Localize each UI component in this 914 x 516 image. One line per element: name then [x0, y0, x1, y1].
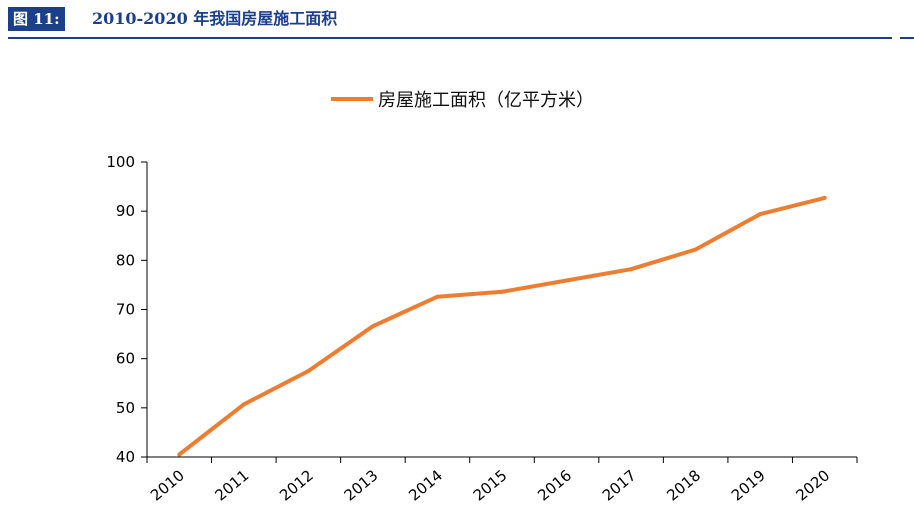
data-point: [822, 195, 827, 200]
y-tick-label: 80: [116, 251, 135, 269]
data-point: [177, 452, 182, 457]
data-point: [693, 247, 698, 252]
x-tick-label: 2010: [147, 466, 188, 504]
y-tick-label: 50: [116, 399, 135, 417]
data-point: [500, 289, 504, 294]
plot-area: [177, 195, 827, 457]
x-tick-label: 2015: [470, 466, 511, 504]
x-tick-label: 2014: [405, 466, 446, 504]
y-tick-label: 40: [116, 448, 135, 466]
x-tick-label: 2017: [599, 466, 640, 504]
x-axis: 2010 2011 2012 2013 2014 2015 2016 2017 2018 2019…: [146, 456, 858, 505]
data-point: [241, 402, 246, 407]
x-tick-label: 2013: [341, 466, 382, 504]
y-tick-label: 70: [116, 301, 135, 319]
figure-header: 图 11: 2010-2020 年我国房屋施工面积: [8, 7, 914, 39]
x-tick-label: 2012: [276, 466, 317, 504]
x-tick-label: 2018: [663, 466, 704, 504]
series-line: [178, 195, 826, 457]
data-point: [435, 294, 440, 299]
figure-label: 图 11:: [8, 7, 65, 31]
y-tick-label: 60: [116, 350, 135, 368]
x-tick-label: 2016: [534, 466, 575, 504]
y-tick-label: 90: [116, 202, 135, 220]
y-axis: 40 50 60 70 80 90 100: [106, 153, 148, 466]
x-tick-label: 2019: [728, 466, 769, 504]
data-point: [306, 369, 311, 373]
legend: 房屋施工面积（亿平方米）: [331, 90, 594, 111]
header-rule: [8, 37, 892, 39]
data-point: [370, 324, 375, 329]
x-tick-label: 2020: [792, 466, 833, 504]
x-tick-label: 2011: [212, 466, 253, 504]
figure-title: 2010-2020 年我国房屋施工面积: [92, 9, 338, 28]
data-point: [629, 267, 634, 272]
y-tick-label: 100: [106, 153, 135, 171]
legend-label: 房屋施工面积（亿平方米）: [378, 90, 594, 111]
header-rule-end: [900, 37, 914, 39]
data-point: [564, 278, 569, 283]
data-point: [758, 212, 763, 217]
